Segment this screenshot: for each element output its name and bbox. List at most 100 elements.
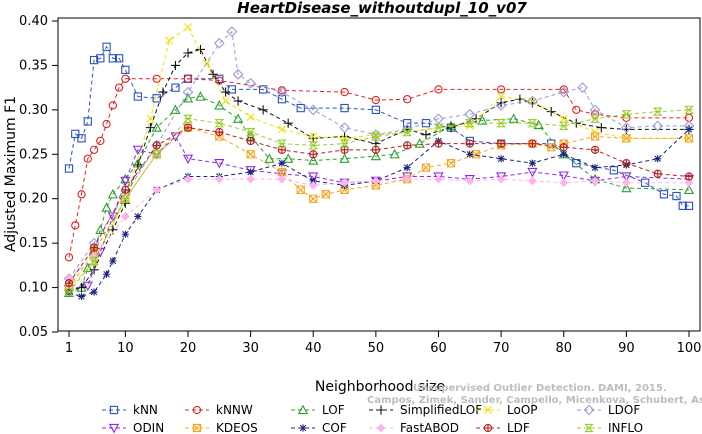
data-point-loop [559, 114, 568, 123]
series-line-ldof [68, 30, 689, 279]
data-point-kdeos [321, 190, 330, 199]
data-point-ldof [589, 104, 601, 116]
legend-marker-knnw [192, 405, 202, 415]
data-point-kdeos [309, 194, 318, 203]
data-point-knn [96, 54, 105, 63]
data-point-lof [82, 262, 93, 273]
data-point-ldof [652, 120, 664, 132]
data-point-knnw [108, 101, 117, 110]
data-point-ldof [339, 122, 350, 134]
data-point-simplifiedlof [446, 123, 456, 133]
legend-marker-inflo [584, 423, 594, 433]
data-point-lof [621, 182, 632, 193]
legend-marker-simplifiedlof [376, 405, 386, 415]
data-point-knn [296, 103, 305, 113]
data-point-simplifiedlof [170, 60, 181, 71]
data-point-inflo [433, 123, 444, 132]
data-point-lof [214, 100, 225, 110]
legend-label: LoOP [507, 403, 538, 417]
data-point-fastabod [528, 176, 537, 186]
watermark-line-1: Unsupervised Outlier Detection. DAMI, 20… [413, 383, 667, 394]
legend-label: LDOF [608, 403, 640, 417]
data-point-knnw [83, 154, 92, 163]
data-point-ldf [246, 136, 255, 146]
data-point-fastabod [402, 174, 412, 184]
data-point-inflo [64, 287, 74, 297]
data-point-fastabod [434, 174, 443, 184]
data-point-cof [685, 125, 693, 134]
data-point-knn [108, 54, 117, 63]
data-point-ldof [245, 77, 256, 89]
x-tick-label: 20 [180, 341, 197, 356]
data-point-knnw [77, 190, 86, 199]
data-point-knnw [590, 110, 600, 119]
data-point-fastabod [308, 181, 318, 190]
legend: kNN kNNW LOF SimplifiedLOF LoOP LDOF ODIN KDEOS… [102, 403, 643, 434]
data-point-kdeos [296, 185, 305, 194]
data-point-knn [277, 95, 287, 104]
series-line-knnw [68, 78, 689, 258]
series-simplifiedlof [64, 44, 694, 295]
data-point-odin [82, 281, 93, 292]
data-point-cof [560, 150, 568, 158]
data-point-kdeos [590, 132, 600, 141]
data-point-inflo [183, 114, 193, 123]
data-point-ldf [403, 141, 412, 150]
x-tick-label: 60 [430, 341, 447, 356]
data-point-lof [339, 153, 350, 163]
data-point-simplifiedlof [258, 105, 268, 115]
series-line-lof [68, 96, 690, 294]
legend-label: COF [322, 421, 347, 434]
data-point-knnw [96, 136, 105, 146]
legend-label: SimplifiedLOF [400, 403, 482, 417]
data-point-ldof [213, 37, 225, 49]
y-tick-label: 0.25 [19, 147, 48, 162]
data-point-inflo [558, 121, 569, 131]
x-tick-label: 50 [368, 341, 385, 356]
data-point-knnw [340, 87, 349, 97]
data-point-odin [120, 176, 131, 187]
series-ldf [64, 123, 694, 288]
data-point-ldf [215, 127, 224, 137]
data-point-ldf [183, 123, 193, 132]
data-point-ldf [152, 141, 161, 150]
y-tick-label: 0.30 [19, 103, 48, 118]
data-point-loop [146, 114, 155, 123]
data-point-knn [171, 83, 180, 92]
data-point-cof [309, 177, 317, 185]
data-point-ldf [559, 143, 568, 152]
data-point-loop [497, 92, 506, 101]
data-point-kdeos [277, 167, 287, 177]
data-point-knn [121, 65, 130, 75]
data-point-cof [497, 155, 505, 163]
data-point-simplifiedlof [496, 98, 506, 108]
data-point-inflo [89, 256, 99, 266]
series-ldof [63, 26, 695, 285]
data-point-inflo [684, 105, 694, 115]
data-point-fastabod [684, 178, 694, 188]
data-point-kdeos [421, 163, 431, 172]
data-point-knnw [572, 105, 581, 115]
data-point-cof [278, 159, 286, 167]
data-point-ldf [64, 278, 74, 288]
data-point-ldf [684, 172, 694, 181]
data-point-ldf [590, 145, 600, 154]
data-point-inflo [464, 119, 475, 128]
data-point-cof [528, 159, 537, 167]
y-tick-label: 0.10 [19, 281, 48, 296]
data-point-loop [184, 23, 192, 32]
data-point-knnw [121, 74, 130, 83]
data-point-simplifiedlof [233, 96, 243, 106]
data-point-fastabod [214, 174, 224, 184]
data-point-inflo [402, 127, 413, 137]
data-point-inflo [621, 110, 632, 119]
data-point-ldf [496, 139, 506, 148]
data-point-ldof [226, 26, 238, 38]
x-tick-label: 30 [242, 341, 259, 356]
legend-item-cof: COF [291, 421, 347, 434]
series-inflo [64, 105, 694, 297]
data-point-ldf [622, 159, 631, 168]
data-point-ldf [89, 243, 99, 252]
series-line-kdeos [68, 127, 689, 288]
data-point-inflo [245, 127, 256, 137]
